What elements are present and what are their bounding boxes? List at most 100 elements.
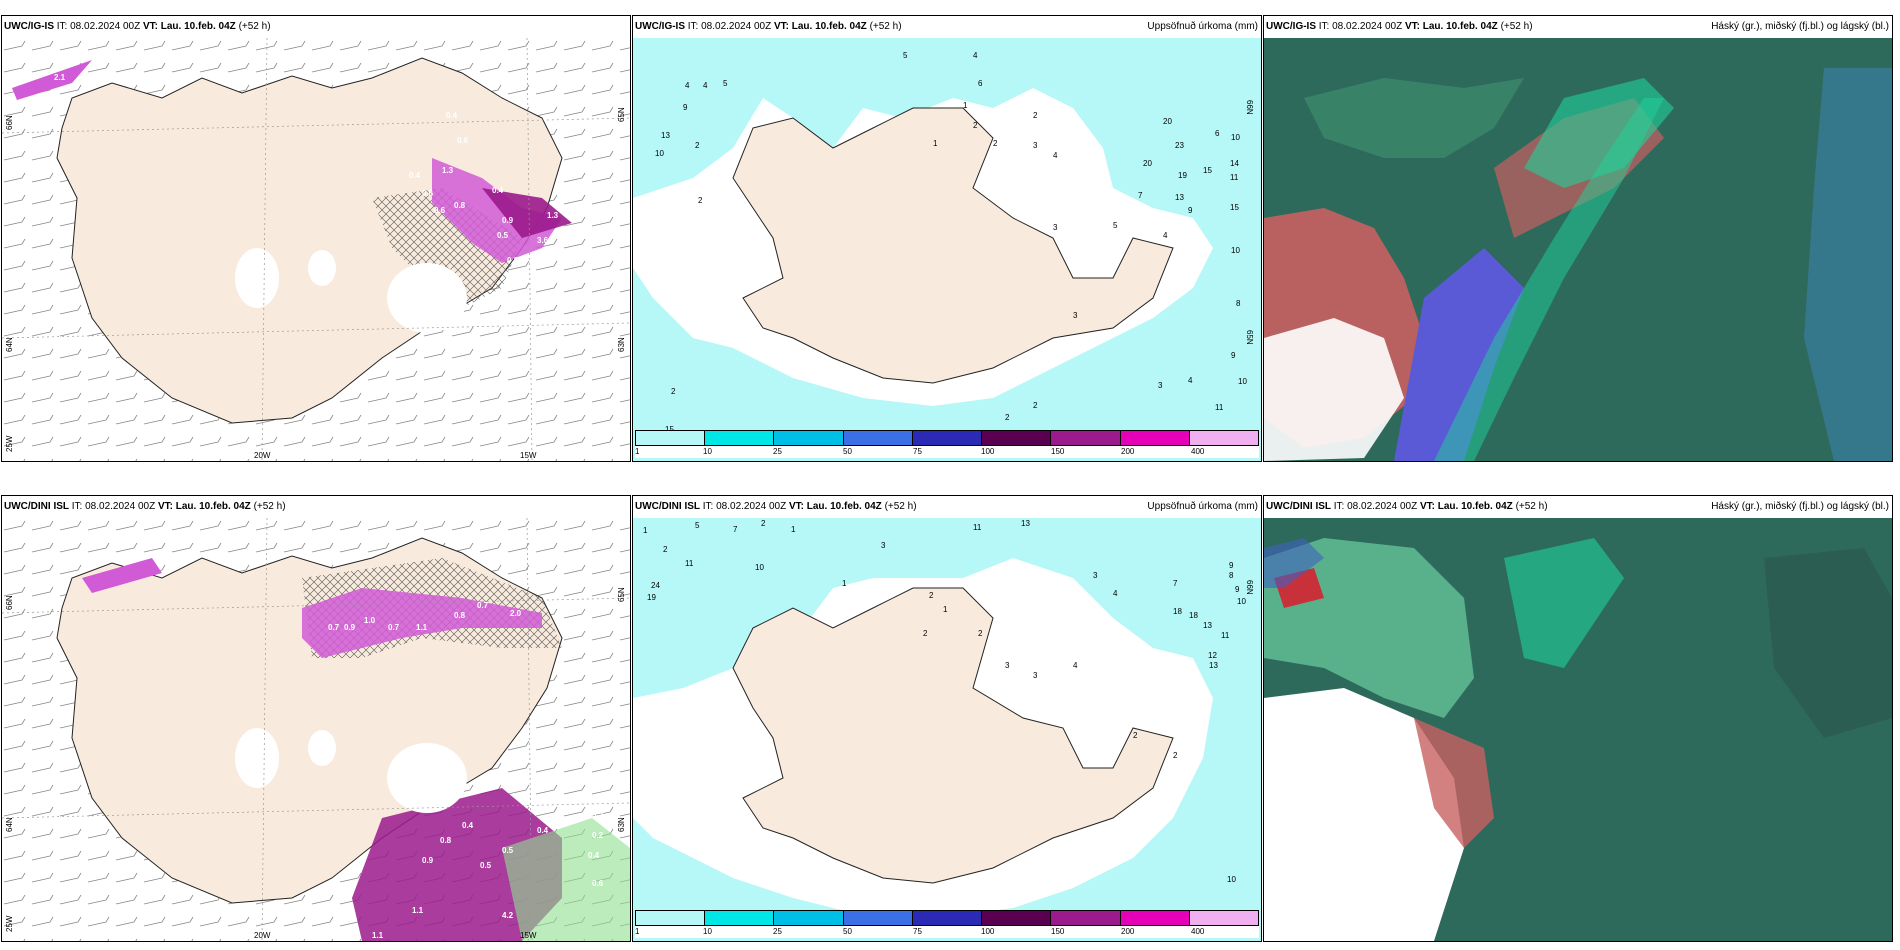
colorbar-swatch <box>1189 431 1258 445</box>
colorbar-label: 25 <box>773 927 782 936</box>
precip-value: 0.4 <box>588 851 600 860</box>
precip-value: 3 <box>881 541 886 550</box>
map-wind-precip: 0.7 0.9 1.0 0.7 1.1 0.8 0.7 2.0 0.4 0.8 … <box>2 518 630 941</box>
precip-value: 0.9 <box>502 216 514 225</box>
precip-value: 0.7 <box>477 601 489 610</box>
precip-value: 0.6 <box>592 879 604 888</box>
colorbar-label: 50 <box>843 447 852 456</box>
precip-value: 24 <box>651 581 660 590</box>
panel-header: UWC/IG-IS IT: 08.02.2024 00Z VT: Lau. 10… <box>1264 16 1892 38</box>
precip-value: 2 <box>761 519 766 528</box>
colorbar-swatch <box>1051 911 1121 925</box>
precip-value: 3 <box>1073 311 1078 320</box>
colorbar-label: 400 <box>1191 447 1205 456</box>
valid-time-label: VT: <box>142 21 158 32</box>
precip-value: 0.5 <box>480 861 492 870</box>
precip-value: 5 <box>695 521 700 530</box>
field-title: Uppsöfnuð úrkoma (mm) <box>1147 21 1258 32</box>
colorbar: 1 10 25 50 75 100 150 200 400 <box>635 910 1259 938</box>
colorbar-labels: 1 10 25 50 75 100 150 200 400 <box>635 926 1259 938</box>
precip-value: 10 <box>1227 875 1236 884</box>
panel-header: UWC/DINI ISL IT: 08.02.2024 00Z VT: Lau.… <box>1264 496 1892 518</box>
precip-value: 1 <box>963 101 968 110</box>
colorbar-swatch <box>912 431 983 445</box>
precip-value: 4 <box>1163 231 1168 240</box>
panel-header: UWC/IG-IS IT: 08.02.2024 00Z VT: Lau. 10… <box>2 16 630 38</box>
precip-value: 3 <box>1033 141 1038 150</box>
precip-value: 2 <box>663 545 668 554</box>
colorbar-label: 1 <box>635 447 640 456</box>
precip-value: 10 <box>755 563 764 572</box>
lead-time: (+52 h) <box>253 501 286 512</box>
model-name: UWC/IG-IS <box>635 21 685 32</box>
valid-time: Lau. 10.feb. 04Z <box>791 21 867 32</box>
colorbar-label: 25 <box>773 447 782 456</box>
field-title: Háský (gr.), miðský (fj.bl.) og lágský (… <box>1711 501 1889 512</box>
precip-value: 2 <box>1005 413 1010 422</box>
panel-header: UWC/DINI ISL IT: 08.02.2024 00Z VT: Lau.… <box>2 496 630 518</box>
precip-value: 2 <box>1033 401 1038 410</box>
valid-time: Lau. 10.feb. 04Z <box>806 501 882 512</box>
precip-value: 1 <box>842 579 847 588</box>
panel-header: UWC/IG-IS IT: 08.02.2024 00Z VT: Lau. 10… <box>633 16 1261 38</box>
precip-value: 2.1 <box>54 73 66 82</box>
precip-value: 0.2 <box>592 811 604 820</box>
colorbar-label: 200 <box>1121 447 1135 456</box>
init-time-label: IT: <box>1318 21 1330 32</box>
model-name: UWC/IG-IS <box>1266 21 1316 32</box>
precip-value: 5 <box>723 79 728 88</box>
precip-value: 1.1 <box>372 931 384 940</box>
precip-value: 0.6 <box>457 136 469 145</box>
map-accum-precip: 5 4 4 4 5 9 13 10 2 2 6 1 2 3 4 2 20 6 1… <box>633 38 1261 461</box>
precip-value: 3 <box>1005 661 1010 670</box>
colorbar-swatch <box>843 431 913 445</box>
precip-value: 4.2 <box>502 911 514 920</box>
precip-value: 2 <box>695 141 700 150</box>
colorbar-label: 75 <box>913 927 922 936</box>
precip-value: 0.7 <box>328 623 340 632</box>
precip-value: 1.3 <box>442 166 454 175</box>
valid-time: Lau. 10.feb. 04Z <box>160 21 236 32</box>
precip-value: 0.5 <box>497 231 509 240</box>
precip-value: 10 <box>1237 597 1246 606</box>
valid-time: Lau. 10.feb. 04Z <box>175 501 251 512</box>
model-name: UWC/DINI ISL <box>1266 501 1331 512</box>
precip-value: 1.0 <box>364 616 376 625</box>
colorbar-swatch <box>1120 431 1190 445</box>
map-clouds <box>1264 38 1892 461</box>
precip-value: 9 <box>1235 585 1240 594</box>
lat-label: 66N <box>1245 580 1254 595</box>
precip-value: 13 <box>1021 519 1030 528</box>
valid-time-label: VT: <box>773 21 789 32</box>
colorbar-label: 10 <box>703 447 712 456</box>
init-time-label: IT: <box>71 501 83 512</box>
valid-time-label: VT: <box>1404 21 1420 32</box>
colorbar-swatch <box>774 431 844 445</box>
colorbar-swatches <box>635 430 1259 446</box>
precip-value: 2 <box>671 387 676 396</box>
precip-value: 20 <box>1143 159 1152 168</box>
lead-time: (+52 h) <box>884 501 917 512</box>
lat-label: 66N <box>5 595 14 610</box>
precip-value: 2 <box>993 139 998 148</box>
lat-label: 65N <box>617 587 626 602</box>
precip-value: 0.6 <box>422 189 434 198</box>
valid-time-label: VT: <box>157 501 173 512</box>
lon-label: 20W <box>254 451 271 460</box>
valid-time: Lau. 10.feb. 04Z <box>1422 21 1498 32</box>
precip-value: 4 <box>1053 151 1058 160</box>
precip-value: 5 <box>1113 221 1118 230</box>
lat-label: 65N <box>617 107 626 122</box>
precip-value: 0.5 <box>502 846 514 855</box>
precip-value: 10 <box>1231 133 1240 142</box>
precip-value: 4 <box>973 51 978 60</box>
precip-value: 1.1 <box>412 906 424 915</box>
precip-value: 11 <box>973 523 982 532</box>
colorbar-label: 100 <box>981 927 995 936</box>
precip-value: 2 <box>1173 751 1178 760</box>
precip-value: 4 <box>703 81 708 90</box>
precip-value: 15 <box>1203 166 1212 175</box>
precip-value: 5 <box>903 51 908 60</box>
field-title: Háský (gr.), miðský (fj.bl.) og lágský (… <box>1711 21 1889 32</box>
precip-value: 6 <box>978 79 983 88</box>
